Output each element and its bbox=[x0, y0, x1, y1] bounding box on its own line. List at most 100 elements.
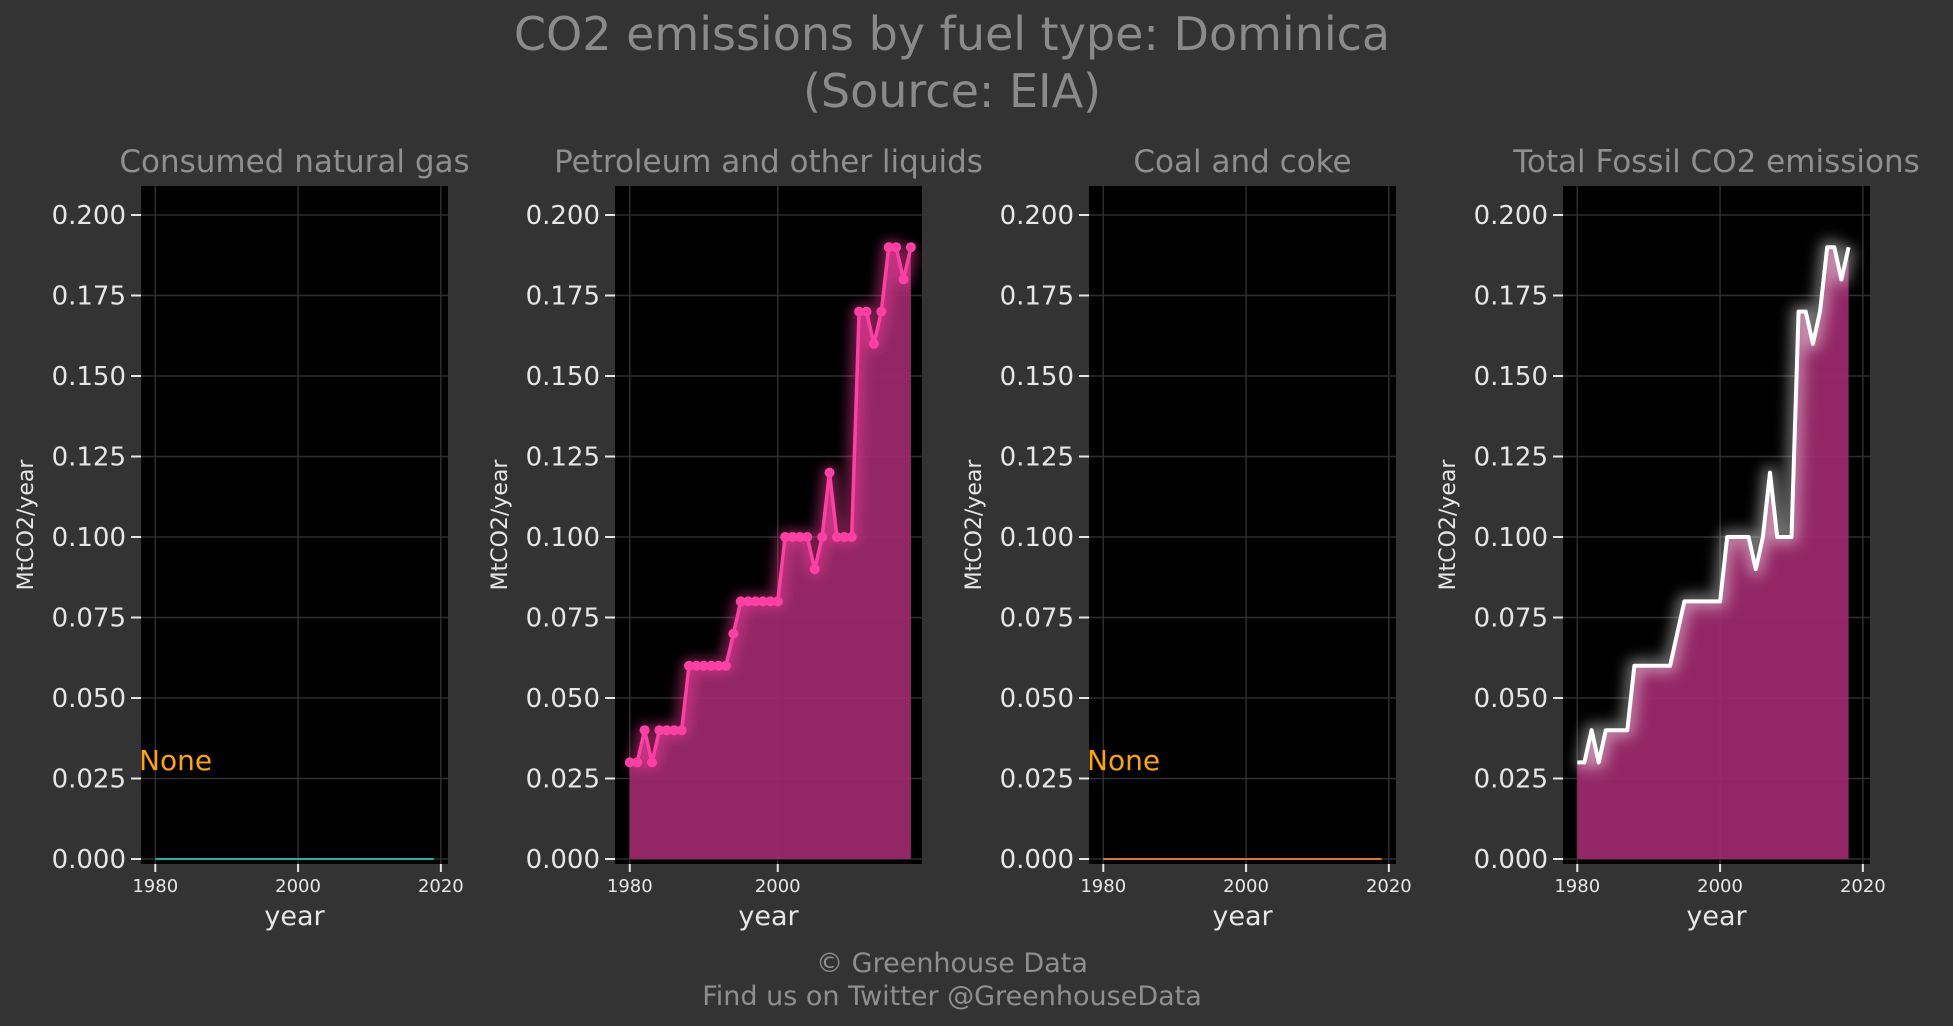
y-tick-label: 0.125 bbox=[526, 443, 600, 473]
y-tick-label: 0.200 bbox=[52, 201, 126, 231]
data-point bbox=[831, 532, 842, 542]
y-tick-label: 0.075 bbox=[1000, 604, 1074, 634]
x-tick-label: 2020 bbox=[1366, 876, 1412, 897]
subplots: Consumed natural gas 0.000 0.025 0.050 0.075… bbox=[14, 144, 1920, 932]
plot-area bbox=[1089, 186, 1396, 864]
data-point bbox=[720, 660, 731, 671]
y-axis-label: MtCO2/year bbox=[14, 459, 39, 591]
subplot-title: Coal and coke bbox=[1133, 144, 1351, 180]
y-tick-label: 0.100 bbox=[52, 523, 126, 553]
y-tick-label: 0.075 bbox=[1474, 604, 1548, 634]
data-point bbox=[646, 757, 657, 768]
data-point bbox=[691, 660, 702, 671]
data-point bbox=[905, 242, 916, 253]
x-tick-label: 2000 bbox=[755, 876, 801, 897]
y-tick-label: 0.175 bbox=[526, 282, 600, 312]
x-tick-label: 2000 bbox=[1697, 876, 1743, 897]
y-tick-label: 0.025 bbox=[526, 765, 600, 795]
data-point bbox=[632, 757, 643, 768]
data-point bbox=[706, 660, 717, 671]
x-axis-label: year bbox=[1212, 901, 1273, 932]
y-tick-label: 0.200 bbox=[526, 201, 600, 231]
y-tick-label: 0.100 bbox=[526, 523, 600, 553]
subplot-title: Petroleum and other liquids bbox=[554, 144, 983, 180]
data-point bbox=[698, 660, 709, 671]
y-tick-label: 0.150 bbox=[1474, 362, 1548, 392]
subplot-title: Consumed natural gas bbox=[119, 144, 469, 180]
x-tick-label: 1980 bbox=[132, 876, 178, 897]
data-point bbox=[794, 532, 805, 542]
data-point bbox=[772, 596, 783, 607]
chart-title: CO2 emissions by fuel type: Dominica bbox=[514, 7, 1390, 61]
series-line bbox=[1577, 245, 1851, 765]
y-tick-label: 0.075 bbox=[526, 604, 600, 634]
y-tick-label: 0.200 bbox=[1474, 201, 1548, 231]
y-tick-label: 0.200 bbox=[1000, 201, 1074, 231]
data-point bbox=[735, 596, 746, 607]
data-point bbox=[780, 532, 791, 542]
no-data-annotation: None bbox=[1087, 744, 1160, 777]
data-point bbox=[868, 338, 879, 349]
chart-source: (Source: EIA) bbox=[803, 64, 1101, 118]
x-axis-label: year bbox=[1686, 901, 1747, 932]
series-area-fill bbox=[629, 247, 911, 859]
y-tick-label: 0.025 bbox=[52, 765, 126, 795]
data-point bbox=[713, 660, 724, 671]
data-point bbox=[898, 274, 909, 285]
x-tick-label: 2000 bbox=[275, 876, 321, 897]
no-data-annotation: None bbox=[139, 744, 212, 777]
data-point bbox=[854, 306, 865, 317]
subplot-2: Petroleum and other liquids 0.000 0.025 0.0… bbox=[488, 144, 983, 932]
x-axis-label: year bbox=[738, 901, 799, 932]
y-axis-label: MtCO2/year bbox=[1436, 459, 1461, 591]
data-point bbox=[846, 532, 857, 542]
y-tick-label: 0.175 bbox=[52, 282, 126, 312]
y-tick-label: 0.150 bbox=[526, 362, 600, 392]
footer-copyright: © Greenhouse Data bbox=[816, 948, 1088, 979]
footer-twitter: Find us on Twitter @GreenhouseData bbox=[702, 981, 1202, 1012]
data-point bbox=[861, 306, 872, 317]
plot-area bbox=[141, 186, 448, 864]
y-axis-label: MtCO2/year bbox=[488, 459, 513, 591]
subplot-1: Consumed natural gas 0.000 0.025 0.050 0.075… bbox=[14, 144, 470, 932]
y-tick-label: 0.050 bbox=[1000, 684, 1074, 714]
y-tick-label: 0.150 bbox=[52, 362, 126, 392]
data-point bbox=[750, 596, 761, 607]
data-point bbox=[876, 306, 887, 317]
data-point bbox=[802, 532, 813, 542]
x-tick-label: 1980 bbox=[1080, 876, 1126, 897]
y-tick-label: 0.000 bbox=[526, 845, 600, 875]
y-tick-label: 0.125 bbox=[1474, 443, 1548, 473]
y-tick-label: 0.175 bbox=[1474, 282, 1548, 312]
x-tick-label: 2020 bbox=[418, 876, 464, 897]
data-point bbox=[639, 725, 650, 736]
y-tick-label: 0.100 bbox=[1000, 523, 1074, 553]
data-point bbox=[765, 596, 776, 607]
y-tick-label: 0.050 bbox=[1474, 684, 1548, 714]
y-tick-label: 0.000 bbox=[52, 845, 126, 875]
y-tick-label: 0.125 bbox=[52, 443, 126, 473]
subplot-3: Coal and coke 0.000 0.025 0.050 0.075 0.100 0.… bbox=[962, 144, 1412, 932]
y-tick-label: 0.100 bbox=[1474, 523, 1548, 553]
data-point bbox=[654, 725, 665, 736]
data-point bbox=[683, 660, 694, 671]
data-point bbox=[883, 242, 894, 253]
data-point bbox=[757, 596, 768, 607]
y-tick-label: 0.175 bbox=[1000, 282, 1074, 312]
data-point bbox=[624, 757, 635, 768]
y-tick-label: 0.125 bbox=[1000, 443, 1074, 473]
y-tick-label: 0.000 bbox=[1474, 845, 1548, 875]
subplot-4: Total Fossil CO2 emissions 0.000 0.025 0.05… bbox=[1436, 144, 1920, 932]
data-point bbox=[839, 532, 850, 542]
y-axis-label: MtCO2/year bbox=[962, 459, 987, 591]
data-point bbox=[817, 532, 828, 542]
data-point bbox=[669, 725, 680, 736]
data-point bbox=[661, 725, 672, 736]
data-point bbox=[824, 467, 835, 478]
data-point bbox=[728, 628, 739, 639]
x-tick-label: 2020 bbox=[1840, 876, 1886, 897]
x-tick-label: 1980 bbox=[607, 876, 653, 897]
subplot-title: Total Fossil CO2 emissions bbox=[1512, 144, 1920, 180]
data-point bbox=[809, 564, 820, 575]
